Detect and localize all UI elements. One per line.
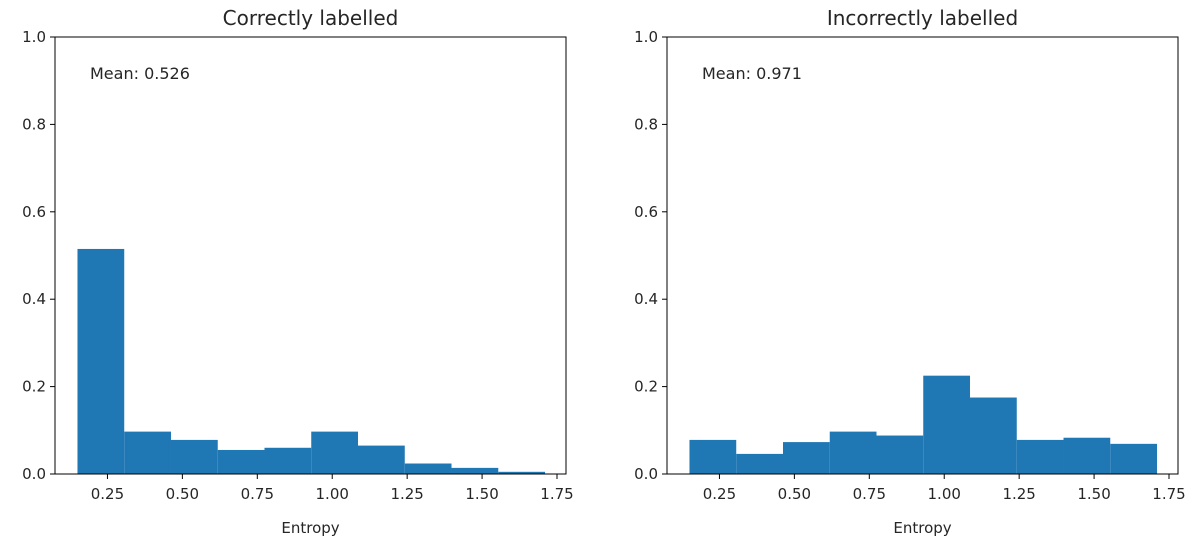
y-tick-label: 0.2 — [22, 378, 46, 396]
histogram-bar — [264, 447, 312, 474]
histogram-bar — [451, 467, 499, 474]
x-axis-label: Entropy — [281, 519, 339, 537]
x-tick-label: 1.00 — [316, 485, 349, 503]
histogram-bar — [77, 248, 125, 474]
axes-frame — [54, 36, 567, 475]
histogram-bar — [689, 439, 737, 474]
x-tick-label: 0.50 — [778, 485, 811, 503]
panel-incorrectly-labelled: Incorrectly labelled Mean: 0.971 Entropy… — [634, 6, 1186, 537]
y-tick-label: 0.0 — [22, 465, 46, 483]
y-tick-label: 0.6 — [22, 203, 46, 221]
panel-correctly-labelled: Correctly labelled Mean: 0.526 Entropy 0… — [22, 6, 574, 537]
bars — [689, 375, 1158, 474]
x-tick-label: 1.75 — [1152, 485, 1185, 503]
y-tick-label: 1.0 — [634, 28, 658, 46]
x-tick-label: 1.25 — [1002, 485, 1035, 503]
x-tick-label: 0.50 — [166, 485, 199, 503]
mean-annotation: Mean: 0.971 — [702, 64, 802, 83]
x-tick-label: 0.25 — [703, 485, 736, 503]
chart-title: Correctly labelled — [223, 6, 399, 30]
axes-frame — [666, 36, 1179, 475]
x-tick-label: 1.50 — [465, 485, 498, 503]
histogram-bar — [170, 439, 218, 474]
histogram-bar — [1063, 437, 1111, 474]
y-tick-label: 0.4 — [22, 290, 46, 308]
histogram-bar — [782, 442, 830, 474]
histogram-bar — [736, 453, 783, 474]
y-tick-label: 0.8 — [634, 115, 658, 133]
chart-title: Incorrectly labelled — [827, 6, 1018, 30]
x-tick-label: 1.00 — [928, 485, 961, 503]
y-tick-label: 0.0 — [634, 465, 658, 483]
x-tick-label: 1.75 — [540, 485, 573, 503]
y-tick-label: 1.0 — [22, 28, 46, 46]
histogram-bar — [970, 397, 1017, 474]
histogram-bar — [829, 431, 877, 474]
x-tick-label: 0.75 — [853, 485, 886, 503]
x-tick-label: 0.75 — [241, 485, 274, 503]
histogram-bar — [124, 431, 171, 474]
histogram-bar — [923, 375, 971, 474]
histogram-bar — [1016, 439, 1064, 474]
histogram-bar — [217, 449, 265, 474]
y-tick-label: 0.8 — [22, 115, 46, 133]
y-tick-label: 0.4 — [634, 290, 658, 308]
x-tick-label: 1.50 — [1077, 485, 1110, 503]
x-tick-label: 0.25 — [91, 485, 124, 503]
histogram-bar — [498, 471, 546, 474]
histogram-bar — [311, 431, 359, 474]
x-axis-label: Entropy — [893, 519, 951, 537]
histogram-bar — [358, 445, 405, 474]
histogram-bar — [1110, 443, 1158, 474]
x-tick-label: 1.25 — [390, 485, 423, 503]
bars — [77, 248, 546, 474]
histogram-bar — [876, 435, 924, 474]
histogram-bar — [404, 463, 452, 474]
mean-annotation: Mean: 0.526 — [90, 64, 190, 83]
y-tick-label: 0.2 — [634, 378, 658, 396]
y-tick-label: 0.6 — [634, 203, 658, 221]
